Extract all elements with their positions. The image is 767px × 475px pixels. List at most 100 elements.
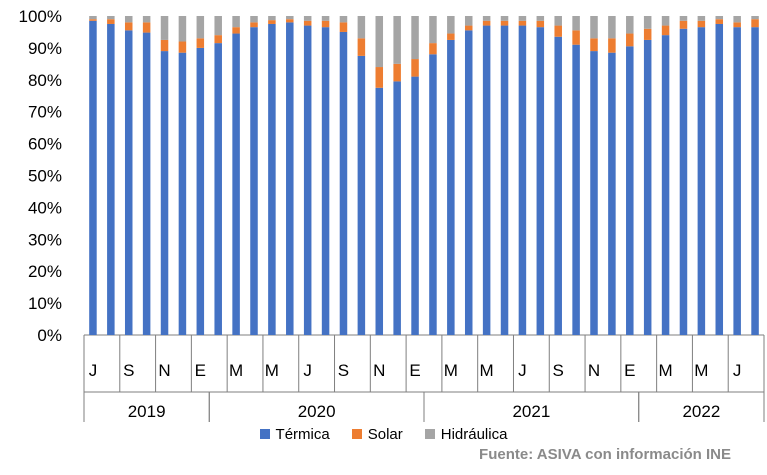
y-tick-label: 40%	[28, 198, 62, 217]
bar-termica	[464, 30, 473, 335]
bar-hidraulica	[608, 16, 616, 39]
legend-label-termica: Térmica	[275, 425, 330, 443]
bar-solar	[196, 38, 205, 48]
bar-termica	[751, 27, 759, 335]
bar-termica	[357, 55, 366, 335]
bar-termica	[715, 23, 724, 335]
bar-termica	[160, 51, 169, 336]
bar-termica	[250, 27, 258, 335]
bar-solar	[661, 25, 670, 36]
legend-item-solar: Solar	[351, 425, 403, 443]
bar-hidraulica	[160, 16, 169, 40]
bar-hidraulica	[411, 16, 419, 60]
bar-solar	[142, 22, 151, 33]
y-tick-label: 30%	[28, 230, 62, 249]
bar-solar	[590, 38, 598, 52]
year-label: 2022	[682, 402, 720, 421]
bar-solar	[518, 20, 527, 26]
bar-termica	[590, 51, 598, 336]
bar-solar	[554, 25, 562, 37]
bar-hidraulica	[590, 16, 598, 39]
bar-termica	[482, 25, 491, 335]
bar-solar	[232, 27, 240, 34]
y-tick-label: 80%	[28, 71, 62, 90]
bar-termica	[178, 52, 187, 336]
bar-solar	[160, 39, 169, 52]
legend-item-termica: Térmica	[259, 425, 330, 443]
bar-solar	[429, 43, 437, 55]
bar-solar	[124, 22, 133, 31]
bar-solar	[268, 20, 276, 24]
bar-termica	[733, 27, 741, 335]
x-tick-label: M	[265, 361, 279, 380]
bar-hidraulica	[464, 16, 473, 26]
bar-hidraulica	[447, 16, 455, 34]
y-tick-label: 90%	[28, 39, 62, 58]
bar-solar	[733, 22, 741, 28]
y-tick-label: 50%	[28, 167, 62, 186]
bar-termica	[124, 30, 133, 335]
bar-termica	[286, 22, 294, 335]
bar-termica	[107, 23, 115, 335]
bar-solar	[393, 63, 401, 82]
bar-solar	[214, 35, 222, 44]
bar-hidraulica	[751, 16, 759, 20]
bar-hidraulica	[250, 16, 258, 23]
bar-hidraulica	[196, 16, 205, 39]
bar-hidraulica	[303, 16, 312, 21]
x-tick-label: E	[409, 361, 420, 380]
bar-hidraulica	[375, 16, 384, 68]
bar-termica	[214, 43, 222, 336]
bar-solar	[321, 20, 330, 28]
x-tick-label: S	[553, 361, 564, 380]
bar-termica	[393, 81, 401, 336]
bar-hidraulica	[339, 16, 348, 23]
bar-solar	[482, 20, 491, 26]
bar-solar	[464, 25, 473, 31]
bar-hidraulica	[429, 16, 437, 44]
bar-solar	[500, 20, 509, 26]
x-tick-label: S	[338, 361, 349, 380]
bar-solar	[375, 67, 384, 88]
bar-termica	[608, 52, 616, 336]
bar-termica	[375, 87, 384, 336]
bar-hidraulica	[482, 16, 491, 21]
bar-hidraulica	[626, 16, 634, 34]
source-note: Fuente: ASIVA con información INE	[479, 446, 731, 463]
legend-swatch-solar	[351, 429, 362, 439]
bar-termica	[572, 44, 580, 336]
bar-hidraulica	[715, 16, 724, 20]
bar-termica	[232, 33, 240, 336]
bar-solar	[536, 20, 545, 28]
bar-termica	[643, 39, 652, 336]
y-tick-label: 0%	[37, 326, 62, 345]
x-tick-label: N	[158, 361, 170, 380]
legend-swatch-hidraulica	[424, 429, 435, 439]
x-tick-label: E	[624, 361, 635, 380]
bar-termica	[500, 25, 509, 335]
bar-hidraulica	[554, 16, 562, 26]
bar-termica	[196, 47, 205, 336]
bar-hidraulica	[214, 16, 222, 36]
x-tick-label: E	[195, 361, 206, 380]
year-label: 2019	[128, 402, 166, 421]
bar-solar	[697, 20, 706, 28]
x-tick-label: M	[444, 361, 458, 380]
bar-hidraulica	[643, 16, 652, 29]
bar-termica	[697, 27, 706, 335]
bar-solar	[107, 19, 115, 24]
bar-hidraulica	[286, 16, 294, 20]
bar-termica	[89, 20, 97, 335]
bar-termica	[518, 25, 527, 335]
bar-termica	[142, 32, 151, 335]
y-tick-label: 70%	[28, 103, 62, 122]
x-tick-label: M	[658, 361, 672, 380]
bar-termica	[429, 54, 437, 335]
bar-termica	[303, 25, 312, 335]
bar-solar	[679, 20, 688, 29]
legend-item-hidraulica: Hidráulica	[424, 426, 507, 443]
legend-label-solar: Solar	[367, 425, 403, 443]
bar-hidraulica	[268, 16, 276, 21]
bar-termica	[661, 35, 670, 335]
